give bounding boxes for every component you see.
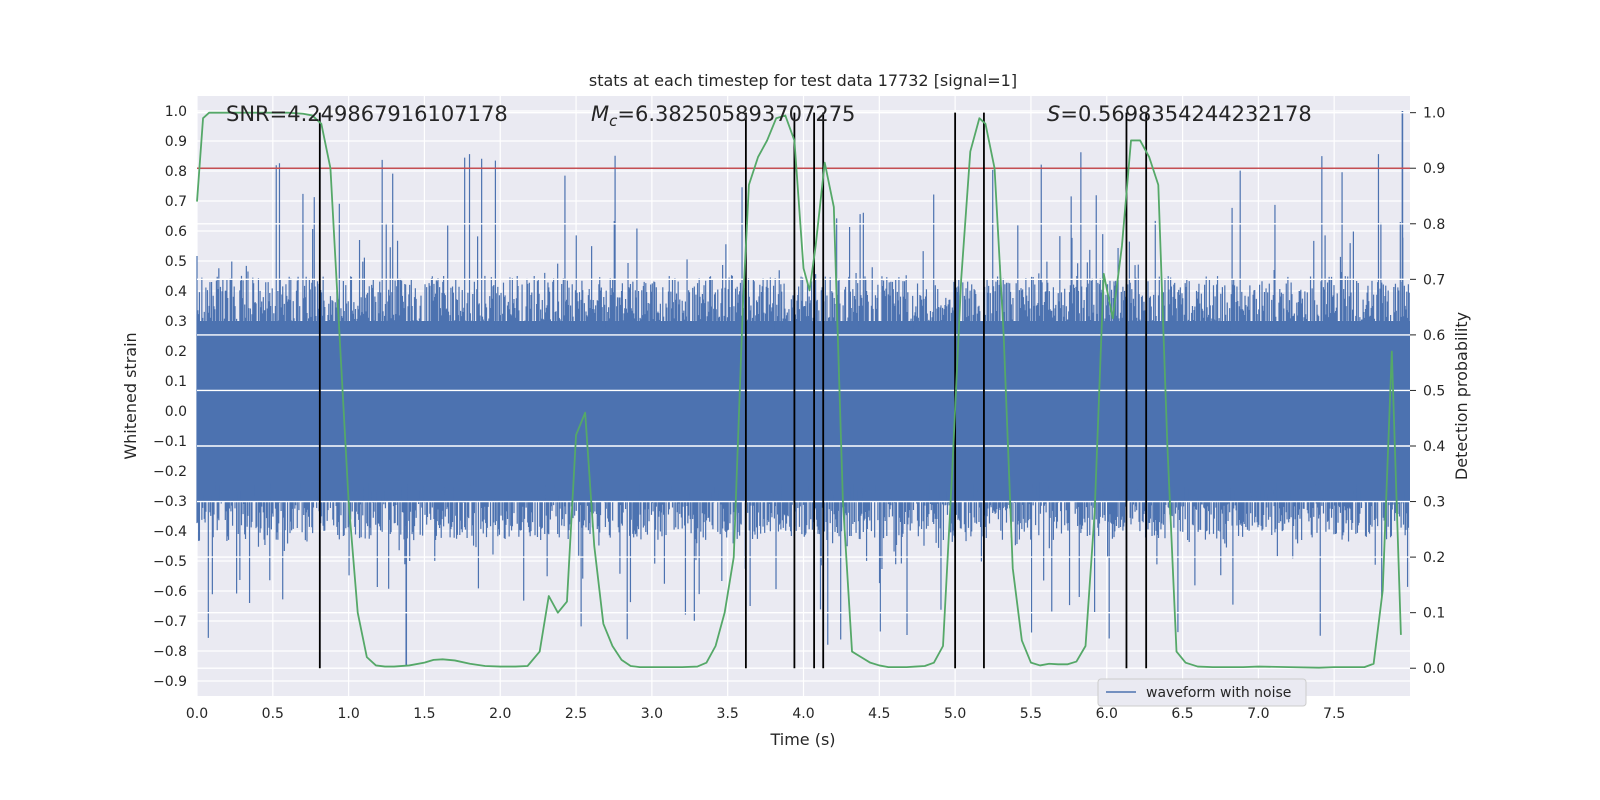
left-y-tick-label: 0.7 (165, 194, 187, 210)
snr-annotation: SNR=4.249867916107178 (226, 102, 508, 126)
left-y-tick-label: 0.2 (165, 344, 187, 360)
waveform-series (196, 111, 1410, 666)
right-y-tick-label: 0.2 (1423, 550, 1445, 566)
left-y-tick-label: 1.0 (165, 104, 187, 120)
left-y-tick-label: −0.9 (153, 674, 187, 690)
right-y-tick-label: 0.1 (1423, 606, 1445, 622)
detection-probability-series (196, 111, 1402, 669)
s-value: =0.5698354244232178 (1060, 102, 1311, 126)
x-tick-label: 2.0 (489, 706, 511, 722)
legend-label: waveform with noise (1146, 685, 1291, 701)
waveform-line (196, 152, 1410, 645)
left-y-tick-label: −0.3 (153, 494, 187, 510)
x-tick-label: 4.0 (792, 706, 814, 722)
left-y-tick-label: 0.9 (165, 134, 187, 150)
x-tick-label: 4.5 (868, 706, 890, 722)
chirp-mass-annotation: Mc=6.382505893707275 (591, 102, 855, 130)
left-y-tick-label: −0.6 (153, 584, 187, 600)
left-y-tick-label: 0.6 (165, 224, 187, 240)
right-y-tick-label: 0.5 (1423, 383, 1445, 399)
left-y-axis-label: Whitened strain (121, 332, 140, 459)
left-y-tick-label: 0.8 (165, 164, 187, 180)
x-tick-label: 3.5 (717, 706, 739, 722)
x-tick-label: 6.5 (1171, 706, 1193, 722)
x-tick-labels: 0.0 0.5 1.0 1.5 2.0 2.5 3.0 3.5 4.0 4.5 5.0 5.5 6.0 6… (186, 706, 1345, 722)
x-axis-label: Time (s) (769, 730, 835, 749)
x-tick-label: 7.5 (1323, 706, 1345, 722)
s-symbol: S (1047, 102, 1060, 126)
chart-title: stats at each timestep for test data 177… (589, 71, 1017, 90)
right-y-tick-label: 0.3 (1423, 495, 1445, 511)
legend: waveform with noise (1097, 678, 1307, 707)
x-tick-label: 3.0 (641, 706, 663, 722)
x-tick-label: 2.5 (565, 706, 587, 722)
s-annotation: S=0.5698354244232178 (1047, 102, 1312, 126)
right-y-tick-label: 0.0 (1423, 661, 1445, 677)
x-tick-label: 6.0 (1096, 706, 1118, 722)
right-y-tick-label: 0.7 (1423, 272, 1445, 288)
left-y-tick-label: 0.1 (165, 374, 187, 390)
left-y-tick-label: 0.0 (165, 404, 187, 420)
left-y-tick-label: 0.5 (165, 254, 187, 270)
right-y-axis-label: Detection probability (1452, 312, 1471, 480)
x-tick-label: 0.5 (262, 706, 284, 722)
left-y-tick-label: −0.4 (153, 524, 187, 540)
right-y-tick-label: 0.8 (1423, 217, 1445, 233)
chirp-mass-symbol: M (591, 102, 609, 126)
left-y-tick-label: −0.5 (153, 554, 187, 570)
legend-box (1097, 678, 1307, 707)
left-y-tick-label: −0.8 (153, 644, 187, 660)
x-tick-label: 1.0 (337, 706, 359, 722)
x-tick-label: 7.0 (1247, 706, 1269, 722)
right-axis-gridlines (197, 111, 1410, 669)
left-y-tick-labels: 1.0 0.9 0.8 0.7 0.6 0.5 0.4 0.3 0.2 0.1 0.0 −0.1 −0.… (153, 104, 187, 690)
x-tick-label: 1.5 (413, 706, 435, 722)
left-y-tick-label: 0.4 (165, 284, 187, 300)
right-y-tick-label: 0.4 (1423, 439, 1445, 455)
x-tick-label: 5.5 (1020, 706, 1042, 722)
left-y-tick-label: −0.7 (153, 614, 187, 630)
x-tick-label: 5.0 (944, 706, 966, 722)
right-y-tick-label: 0.9 (1423, 161, 1445, 177)
chirp-mass-value: =6.382505893707275 (617, 102, 855, 126)
right-y-tick-label: 0.6 (1423, 328, 1445, 344)
right-y-tick-label: 1.0 (1423, 106, 1445, 122)
left-y-tick-label: 0.3 (165, 314, 187, 330)
chirp-mass-subscript: c (609, 112, 618, 130)
left-y-tick-label: −0.2 (153, 464, 187, 480)
left-y-tick-label: −0.1 (153, 434, 187, 450)
x-tick-label: 0.0 (186, 706, 208, 722)
right-y-tick-labels: 1.0 0.9 0.8 0.7 0.6 0.5 0.4 0.3 0.2 0.1 0.0 (1410, 106, 1445, 677)
detection-marks (318, 112, 1148, 669)
